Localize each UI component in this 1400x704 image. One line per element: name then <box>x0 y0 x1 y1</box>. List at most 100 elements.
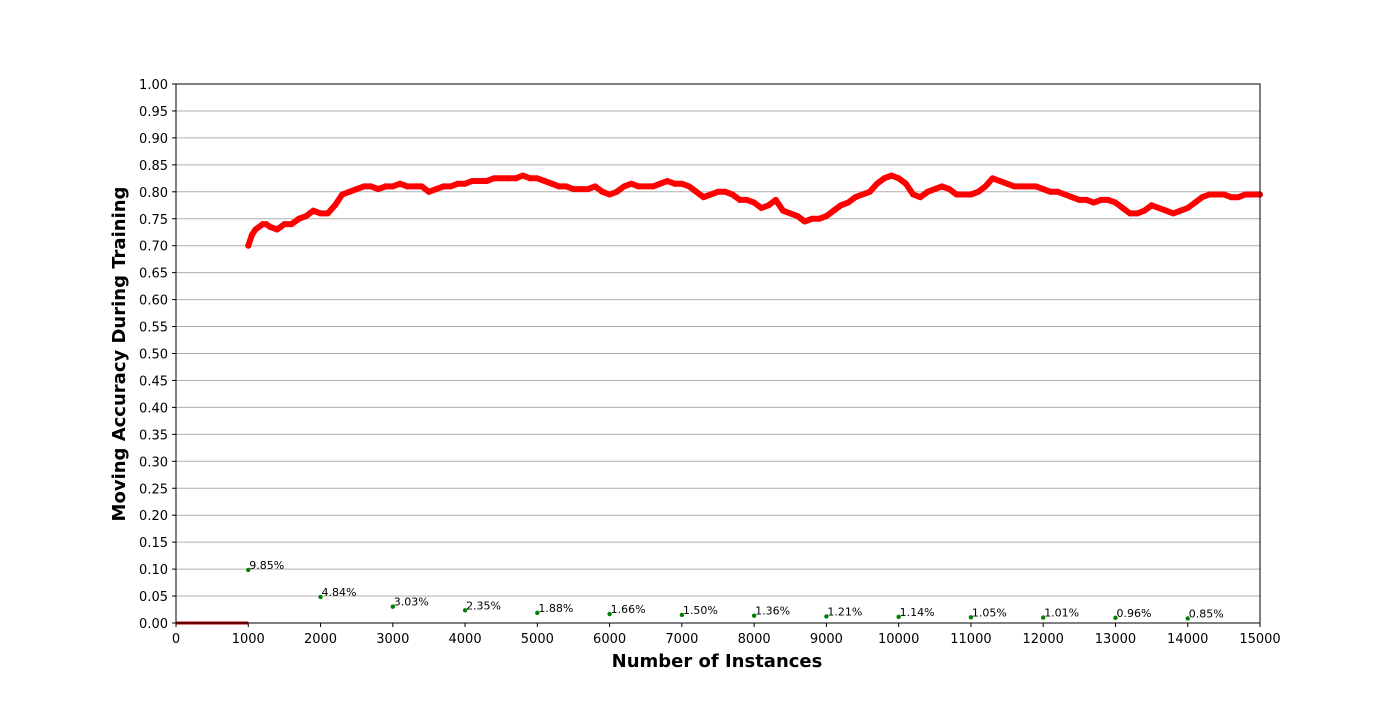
x-axis-ticks: 0 1000 2000 3000 4000 5000 6000 7000 8000 9000 100… <box>172 623 1281 647</box>
accuracy-point <box>303 213 309 219</box>
x-tick-label: 0 <box>172 632 180 647</box>
accuracy-point <box>534 175 540 181</box>
accuracy-point <box>1112 200 1118 206</box>
accuracy-point <box>419 183 425 189</box>
accuracy-series <box>245 173 1263 249</box>
accuracy-point <box>318 210 324 216</box>
accuracy-point <box>310 208 316 214</box>
accuracy-point <box>758 205 764 211</box>
accuracy-point <box>867 189 873 195</box>
accuracy-point <box>599 189 605 195</box>
accuracy-point <box>672 181 678 187</box>
accuracy-point <box>932 186 938 192</box>
grid-lines <box>176 84 1260 623</box>
accuracy-point <box>249 232 255 238</box>
accuracy-point <box>888 173 894 179</box>
accuracy-point <box>787 210 793 216</box>
accuracy-point <box>1127 210 1133 216</box>
accuracy-point <box>823 213 829 219</box>
accuracy-point <box>1047 189 1053 195</box>
accuracy-point <box>664 178 670 184</box>
accuracy-point <box>874 181 880 187</box>
accuracy-point <box>426 189 432 195</box>
accuracy-point <box>1214 191 1220 197</box>
accuracy-point <box>802 218 808 224</box>
accuracy-point <box>289 221 295 227</box>
accuracy-point <box>780 208 786 214</box>
accuracy-point <box>881 175 887 181</box>
percentage-label: 4.84% <box>322 586 357 599</box>
x-tick-label: 14000 <box>1167 632 1208 647</box>
accuracy-point <box>1156 205 1162 211</box>
accuracy-point <box>296 216 302 222</box>
accuracy-point <box>737 197 743 203</box>
accuracy-point <box>1091 200 1097 206</box>
accuracy-point <box>477 178 483 184</box>
accuracy-point <box>845 200 851 206</box>
accuracy-point <box>961 191 967 197</box>
accuracy-point <box>614 189 620 195</box>
x-tick-label: 3000 <box>376 632 409 647</box>
y-tick-label: 0.20 <box>139 509 168 524</box>
accuracy-point <box>563 183 569 189</box>
accuracy-point <box>542 178 548 184</box>
accuracy-point <box>939 183 945 189</box>
accuracy-point <box>816 216 822 222</box>
accuracy-point <box>925 189 931 195</box>
accuracy-point <box>448 183 454 189</box>
accuracy-point <box>469 178 475 184</box>
accuracy-point <box>245 243 251 249</box>
accuracy-point <box>1033 183 1039 189</box>
percentage-label: 2.35% <box>466 599 501 612</box>
y-tick-label: 0.40 <box>139 401 168 416</box>
accuracy-point <box>1076 197 1082 203</box>
accuracy-point <box>1235 194 1241 200</box>
accuracy-point <box>1084 197 1090 203</box>
x-tick-label: 5000 <box>521 632 554 647</box>
y-tick-label: 0.30 <box>139 455 168 470</box>
percentage-label: 1.05% <box>972 606 1007 619</box>
accuracy-point <box>361 183 367 189</box>
y-axis-label: Moving Accuracy During Training <box>109 187 130 522</box>
percentage-markers: 9.85% 4.84% 3.03% 2.35% 1.88% 1.66% 1.50% 1.36%… <box>246 559 1224 621</box>
percentage-label: 1.21% <box>827 605 862 618</box>
accuracy-point <box>527 175 533 181</box>
accuracy-point <box>903 181 909 187</box>
accuracy-point <box>585 186 591 192</box>
y-tick-label: 0.90 <box>139 132 168 147</box>
x-tick-label: 6000 <box>593 632 626 647</box>
accuracy-point <box>701 194 707 200</box>
accuracy-point <box>990 175 996 181</box>
y-tick-label: 1.00 <box>139 78 168 93</box>
accuracy-point <box>831 208 837 214</box>
accuracy-point <box>556 183 562 189</box>
y-tick-label: 0.95 <box>139 105 168 120</box>
accuracy-point <box>636 183 642 189</box>
accuracy-point <box>1221 191 1227 197</box>
x-tick-label: 9000 <box>810 632 843 647</box>
accuracy-point <box>1019 183 1025 189</box>
y-tick-label: 0.80 <box>139 186 168 201</box>
accuracy-point <box>852 194 858 200</box>
x-tick-label: 12000 <box>1023 632 1064 647</box>
accuracy-point <box>1004 181 1010 187</box>
x-axis-label: Number of Instances <box>612 651 823 672</box>
x-tick-label: 4000 <box>449 632 482 647</box>
accuracy-point <box>693 189 699 195</box>
accuracy-point <box>946 186 952 192</box>
x-tick-label: 13000 <box>1095 632 1136 647</box>
accuracy-point <box>766 202 772 208</box>
accuracy-point <box>1250 191 1256 197</box>
accuracy-point <box>650 183 656 189</box>
y-tick-label: 0.55 <box>139 321 168 336</box>
accuracy-point <box>1134 210 1140 216</box>
accuracy-point <box>325 210 331 216</box>
accuracy-point <box>484 178 490 184</box>
accuracy-point <box>1120 205 1126 211</box>
y-tick-label: 0.60 <box>139 294 168 309</box>
x-tick-label: 7000 <box>665 632 698 647</box>
accuracy-point <box>549 181 555 187</box>
percentage-label: 1.14% <box>900 606 935 619</box>
accuracy-point <box>455 181 461 187</box>
accuracy-point <box>975 189 981 195</box>
